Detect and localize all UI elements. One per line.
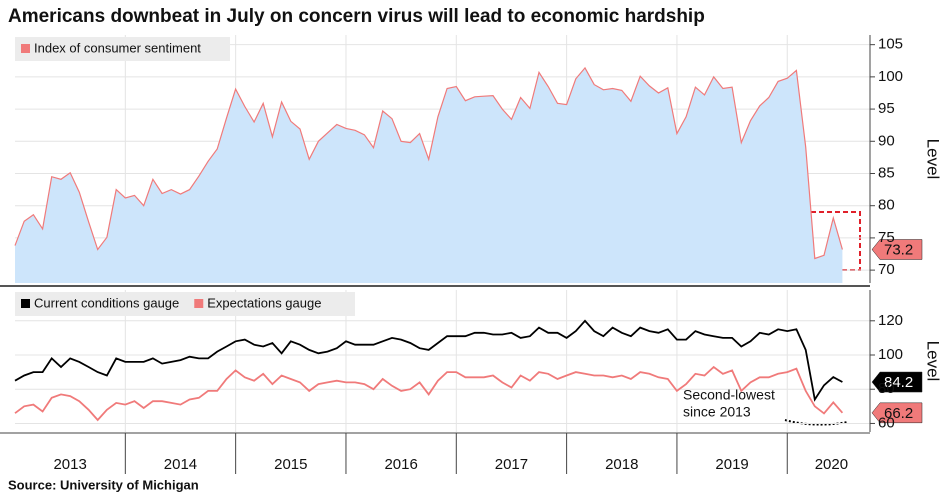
- y-axis-label: Level: [924, 139, 943, 180]
- annotation: since 2013: [683, 404, 751, 420]
- legend-swatch: [21, 44, 30, 53]
- y-tick-label: 60: [878, 414, 895, 431]
- legend-swatch: [21, 299, 30, 308]
- annotation: Second-lowest: [683, 387, 775, 403]
- legend-label: Index of consumer sentiment: [34, 40, 201, 55]
- y-axis-label: Level: [924, 341, 943, 382]
- area: [15, 67, 843, 284]
- y-tick-label: 75: [878, 229, 895, 246]
- y-tick-label: 70: [878, 261, 895, 278]
- y-tick-label: 100: [878, 346, 903, 363]
- chart-title: Americans downbeat in July on concern vi…: [8, 6, 705, 27]
- value-tag-label: 73.2: [884, 241, 913, 258]
- legend-label: Current conditions gauge: [34, 295, 179, 310]
- value-tag-label: 84.2: [884, 374, 913, 391]
- x-tick-label: 2019: [715, 456, 748, 473]
- line: [14, 319, 843, 402]
- x-tick-label: 2013: [53, 456, 86, 473]
- y-tick-label: 80: [878, 197, 895, 214]
- x-tick-label: 2017: [495, 456, 528, 473]
- legend-label: Expectations gauge: [207, 295, 321, 310]
- line: [14, 365, 844, 422]
- x-tick-label: 2014: [164, 456, 197, 473]
- value-tag: [871, 371, 923, 393]
- y-tick-label: 100: [878, 68, 903, 85]
- value-tag-label: 66.2: [884, 405, 913, 422]
- value-tag: [871, 402, 923, 424]
- y-tick-label: 105: [878, 36, 903, 53]
- legend-box: [15, 37, 230, 61]
- legend-box: [15, 292, 355, 316]
- x-tick-label: 2018: [605, 456, 638, 473]
- value-tag: [871, 239, 923, 260]
- x-tick-label: 2015: [274, 456, 307, 473]
- line: [14, 66, 843, 260]
- source: Source: University of Michigan: [8, 477, 199, 492]
- y-tick-label: 90: [878, 132, 895, 149]
- legend-swatch: [194, 299, 204, 308]
- x-tick-label: 2016: [384, 456, 417, 473]
- x-tick-label: 2020: [815, 456, 848, 473]
- y-tick-label: 95: [878, 100, 895, 117]
- y-tick-label: 85: [878, 164, 895, 181]
- y-tick-label: 80: [878, 380, 895, 397]
- y-tick-label: 120: [878, 312, 903, 329]
